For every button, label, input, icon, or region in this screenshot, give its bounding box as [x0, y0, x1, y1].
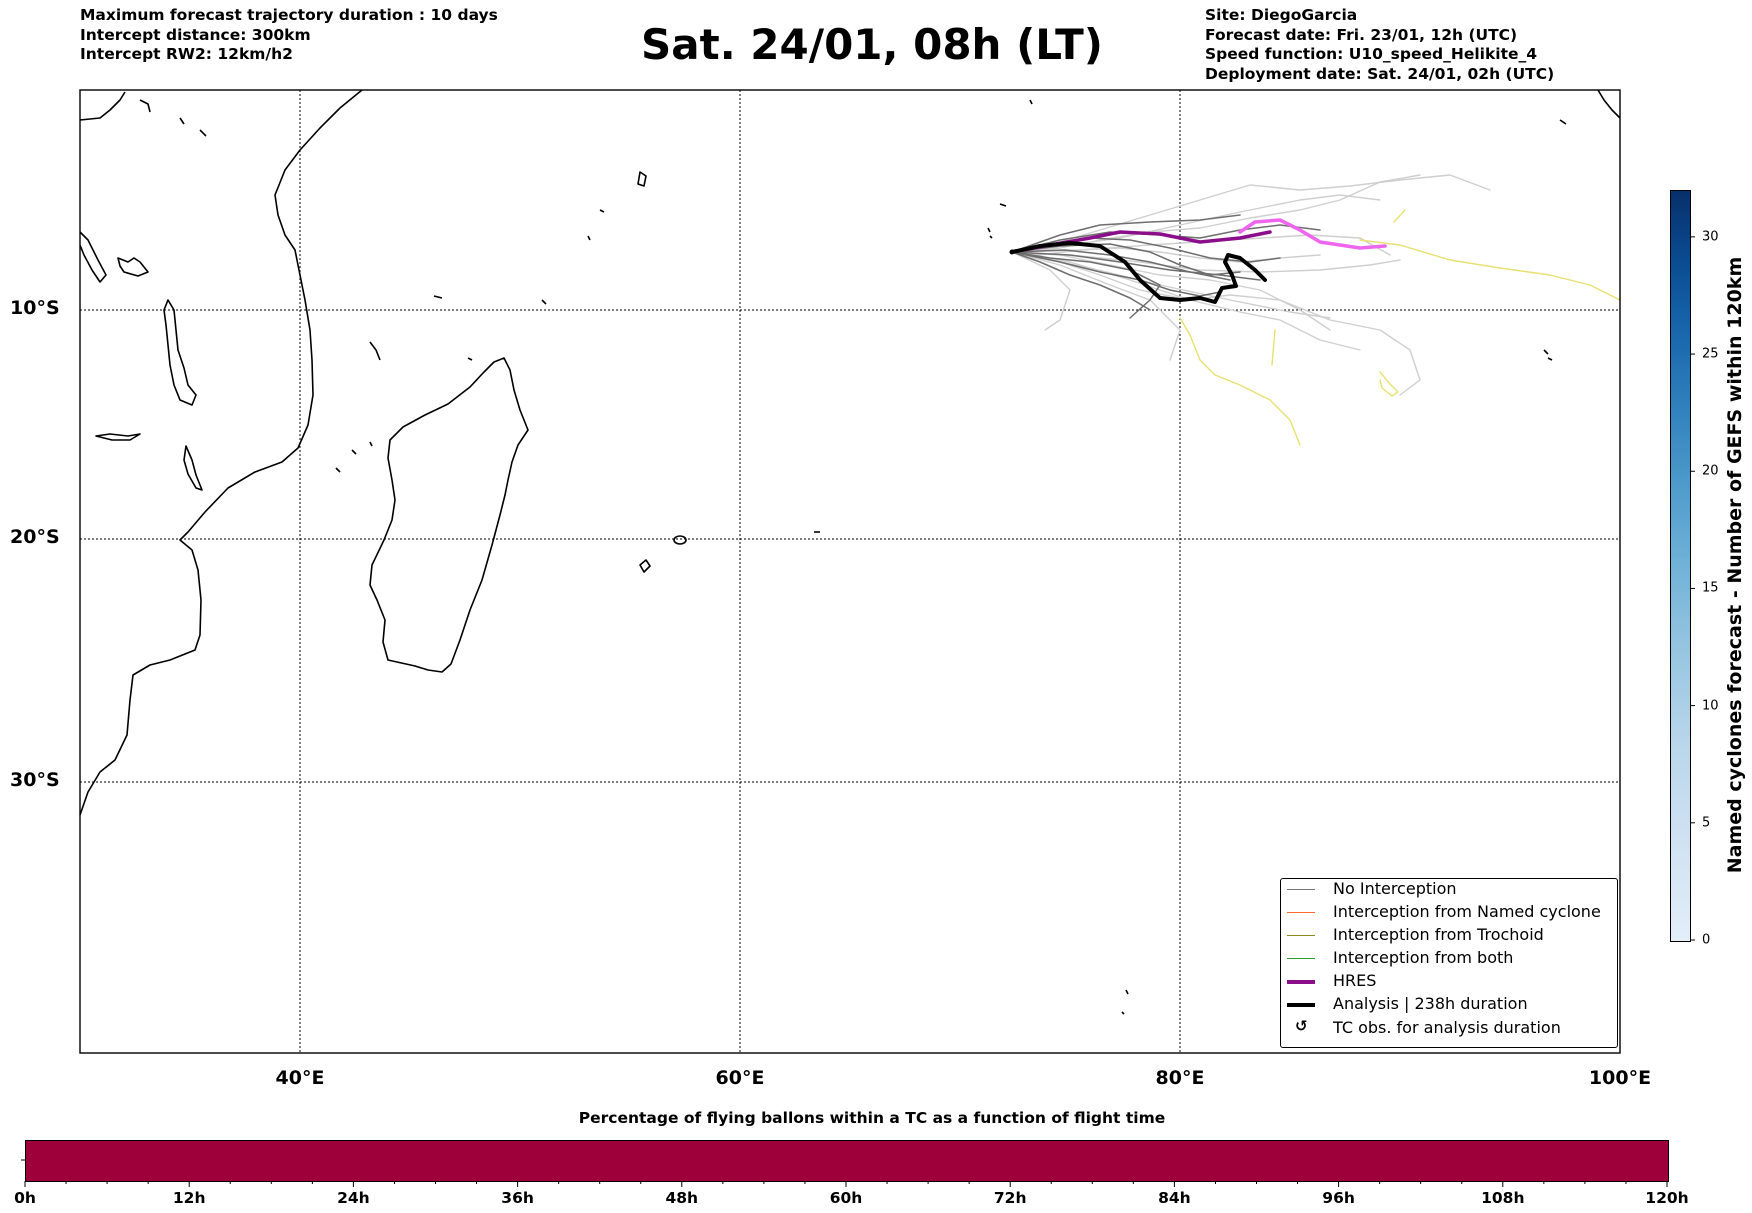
lake-turkana: [79, 231, 107, 283]
colorbar-tick-label: 10: [1702, 698, 1719, 714]
percentage-tick-label: 36h: [501, 1189, 534, 1207]
trajectories: [1009, 174, 1621, 446]
percentage-tick-label: 24h: [337, 1189, 370, 1207]
lake-victoria: [117, 257, 149, 277]
lat-label-10s: 10°S: [10, 297, 60, 319]
map-legend: No Interception Interception from Named …: [1280, 878, 1618, 1048]
colorbar-tick-label: 20: [1702, 463, 1719, 479]
deployment-date-text: Deployment date: Sat. 24/01, 02h (UTC): [1205, 64, 1555, 83]
horn-islands: [139, 99, 207, 137]
header-left: Maximum forecast trajectory duration : 1…: [80, 6, 498, 65]
colorbar: [1670, 190, 1691, 942]
seychelles-islands: [587, 171, 647, 241]
percentage-tick-label: 96h: [1322, 1189, 1355, 1207]
mauritius: [673, 535, 687, 545]
colorbar-tick-label: 25: [1702, 346, 1719, 362]
lake-tanganyika: [163, 299, 197, 406]
percentage-tick-label: 60h: [829, 1189, 863, 1207]
page-title: Sat. 24/01, 08h (LT): [641, 20, 1103, 69]
analysis-trajectory: [1010, 241, 1267, 304]
somalia-coast-detail: [79, 91, 126, 121]
intercept-distance-text: Intercept distance: 300km: [80, 25, 311, 44]
percentage-tick-label: 120h: [1645, 1189, 1689, 1207]
colorbar-tick-label: 30: [1702, 229, 1719, 245]
lon-label-80e: 80°E: [1155, 1067, 1205, 1089]
reunion: [639, 559, 651, 573]
percentage-bar-title: Percentage of flying ballons within a TC…: [578, 1109, 1166, 1127]
madagascar-coastline: [369, 357, 529, 673]
maldives-islands: [1029, 99, 1033, 105]
hres-trajectory-tail: [1238, 218, 1387, 250]
launch-site-marker: [1009, 249, 1015, 255]
coastlines: [79, 89, 1621, 1015]
intercept-rw2-text: Intercept RW2: 12km/h2: [80, 45, 293, 63]
header-right: Site: DiegoGarcia Forecast date: Fri. 23…: [1205, 6, 1554, 84]
cocos-islands: [1543, 349, 1553, 361]
lake-malawi: [183, 445, 203, 491]
cyclone-icon: ↺: [1295, 1017, 1308, 1035]
map-border: [79, 89, 1621, 1054]
java-coast: [1559, 89, 1621, 125]
site-text: Site: DiegoGarcia: [1205, 6, 1358, 24]
amsterdam-islands: [1121, 989, 1129, 1015]
colorbar-title: Named cyclones forecast - Number of GEFS…: [1724, 256, 1746, 874]
trajectory-duration-text: Maximum forecast trajectory duration : 1…: [80, 6, 498, 24]
lon-label-100e: 100°E: [1588, 1067, 1652, 1089]
percentage-tick-label: 0h: [14, 1189, 36, 1207]
lake-albert: [95, 433, 141, 441]
lon-label-60e: 60°E: [715, 1067, 765, 1089]
percentage-tick-label: 108h: [1481, 1189, 1525, 1207]
gefs-light-trajectories: [1011, 174, 1491, 396]
lat-label-30s: 30°S: [10, 769, 60, 791]
percentage-bar: [25, 1140, 1669, 1182]
chagos-islands: [987, 203, 1007, 239]
comoros-islands: [335, 441, 373, 473]
aldabra-islands: [369, 295, 547, 361]
percentage-tick-label: 84h: [1158, 1189, 1191, 1207]
speed-function-text: Speed function: U10_speed_Helikite_4: [1205, 45, 1538, 63]
percentage-tick-label: 48h: [665, 1189, 699, 1207]
lat-label-20s: 20°S: [10, 526, 60, 548]
colorbar-tick-label: 5: [1702, 815, 1711, 831]
africa-coastline: [79, 89, 363, 816]
percentage-tick-label: 72h: [993, 1189, 1027, 1207]
colorbar-tick-label: 15: [1702, 580, 1719, 596]
forecast-date-text: Forecast date: Fri. 23/01, 12h (UTC): [1205, 25, 1518, 44]
percentage-tick-label: 12h: [172, 1189, 206, 1207]
lon-label-40e: 40°E: [275, 1067, 325, 1089]
colorbar-tick-label: 0: [1702, 932, 1711, 948]
gefs-yellow-trajectories: [1179, 209, 1621, 446]
